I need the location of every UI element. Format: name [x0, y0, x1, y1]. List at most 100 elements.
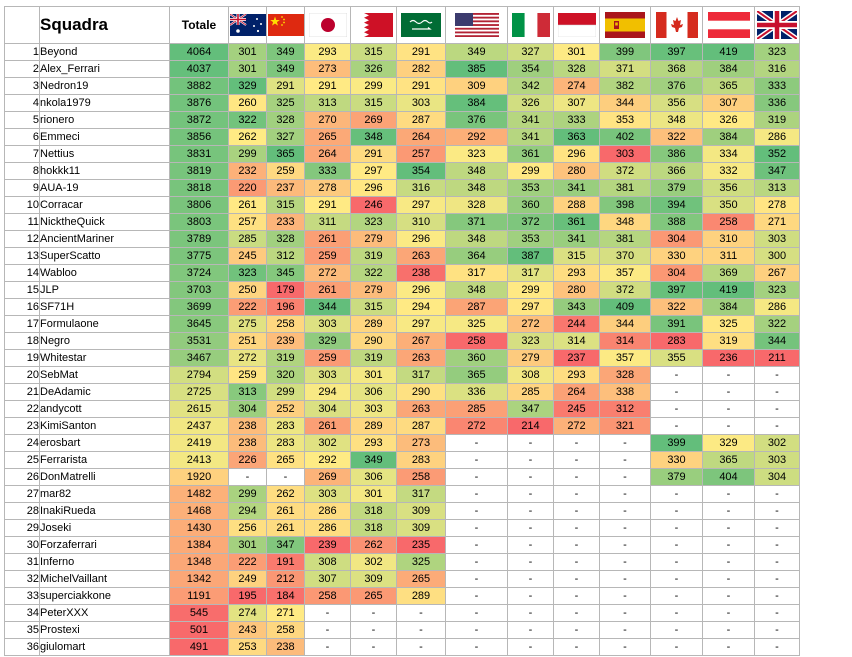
score-cell[interactable]: 306: [350, 383, 397, 401]
score-cell[interactable]: 321: [599, 417, 651, 435]
total-cell[interactable]: 3818: [169, 179, 229, 197]
score-cell[interactable]: 235: [396, 536, 446, 554]
score-cell[interactable]: 222: [228, 553, 267, 571]
score-cell[interactable]: 265: [350, 587, 397, 605]
score-cell[interactable]: 349: [266, 43, 305, 61]
team-name-cell[interactable]: Forzaferrari: [39, 536, 170, 554]
score-cell[interactable]: 262: [350, 536, 397, 554]
score-cell[interactable]: 293: [553, 264, 600, 282]
total-cell[interactable]: 3467: [169, 349, 229, 367]
score-cell[interactable]: -: [553, 519, 600, 537]
score-cell[interactable]: 289: [350, 417, 397, 435]
score-cell[interactable]: 311: [304, 213, 351, 231]
score-cell[interactable]: 386: [650, 145, 703, 163]
row-index-cell[interactable]: 24: [4, 434, 40, 452]
score-cell[interactable]: 322: [754, 315, 800, 333]
score-cell[interactable]: 299: [228, 145, 267, 163]
score-cell[interactable]: 322: [350, 264, 397, 282]
score-cell[interactable]: 291: [350, 145, 397, 163]
score-cell[interactable]: 297: [350, 162, 397, 180]
team-name-cell[interactable]: Prostexi: [39, 621, 170, 639]
total-cell[interactable]: 3789: [169, 230, 229, 248]
score-cell[interactable]: 371: [445, 213, 508, 231]
score-cell[interactable]: 258: [304, 587, 351, 605]
score-cell[interactable]: 270: [304, 111, 351, 129]
score-cell[interactable]: 280: [553, 162, 600, 180]
score-cell[interactable]: 264: [304, 145, 351, 163]
row-index-cell[interactable]: 5: [4, 111, 40, 129]
score-cell[interactable]: 273: [304, 60, 351, 78]
row-index-cell[interactable]: 36: [4, 638, 40, 656]
score-cell[interactable]: 291: [396, 43, 446, 61]
score-cell[interactable]: -: [754, 383, 800, 401]
score-cell[interactable]: 365: [702, 77, 755, 95]
score-cell[interactable]: 271: [266, 604, 305, 622]
score-cell[interactable]: 301: [350, 366, 397, 384]
score-cell[interactable]: 317: [445, 264, 508, 282]
score-cell[interactable]: 334: [702, 145, 755, 163]
score-cell[interactable]: 316: [396, 179, 446, 197]
score-cell[interactable]: -: [445, 621, 508, 639]
score-cell[interactable]: 311: [702, 247, 755, 265]
score-cell[interactable]: 269: [304, 468, 351, 486]
score-cell[interactable]: 293: [350, 434, 397, 452]
score-cell[interactable]: -: [754, 621, 800, 639]
score-cell[interactable]: 382: [599, 77, 651, 95]
score-cell[interactable]: 387: [507, 247, 554, 265]
total-cell[interactable]: 2437: [169, 417, 229, 435]
score-cell[interactable]: 365: [445, 366, 508, 384]
score-cell[interactable]: -: [396, 621, 446, 639]
score-cell[interactable]: 318: [350, 519, 397, 537]
score-cell[interactable]: -: [553, 553, 600, 571]
score-cell[interactable]: -: [507, 519, 554, 537]
score-cell[interactable]: 272: [228, 349, 267, 367]
race-column-header[interactable]: [754, 6, 800, 44]
score-cell[interactable]: -: [650, 400, 703, 418]
score-cell[interactable]: 261: [266, 519, 305, 537]
score-cell[interactable]: 397: [650, 43, 703, 61]
score-cell[interactable]: 333: [553, 111, 600, 129]
score-cell[interactable]: 272: [304, 264, 351, 282]
score-cell[interactable]: 397: [650, 281, 703, 299]
row-index-cell[interactable]: 1: [4, 43, 40, 61]
row-index-cell[interactable]: 15: [4, 281, 40, 299]
team-name-cell[interactable]: Formulaone: [39, 315, 170, 333]
score-cell[interactable]: 287: [396, 417, 446, 435]
score-cell[interactable]: 376: [445, 111, 508, 129]
score-cell[interactable]: 302: [754, 434, 800, 452]
team-name-cell[interactable]: Inferno: [39, 553, 170, 571]
score-cell[interactable]: -: [754, 587, 800, 605]
score-cell[interactable]: 289: [350, 315, 397, 333]
score-cell[interactable]: -: [702, 366, 755, 384]
total-cell[interactable]: 501: [169, 621, 229, 639]
score-cell[interactable]: 328: [266, 111, 305, 129]
score-cell[interactable]: 315: [350, 94, 397, 112]
row-index-cell[interactable]: 31: [4, 553, 40, 571]
score-cell[interactable]: 349: [445, 43, 508, 61]
score-cell[interactable]: 347: [754, 162, 800, 180]
score-cell[interactable]: 344: [599, 315, 651, 333]
score-cell[interactable]: 301: [228, 536, 267, 554]
score-cell[interactable]: 319: [350, 247, 397, 265]
score-cell[interactable]: 360: [507, 196, 554, 214]
team-name-cell[interactable]: Joseki: [39, 519, 170, 537]
total-cell[interactable]: 2413: [169, 451, 229, 469]
total-cell[interactable]: 3882: [169, 77, 229, 95]
score-cell[interactable]: 341: [553, 179, 600, 197]
score-cell[interactable]: 348: [445, 162, 508, 180]
race-column-header[interactable]: [702, 6, 755, 44]
score-cell[interactable]: 372: [507, 213, 554, 231]
score-cell[interactable]: 319: [754, 111, 800, 129]
score-cell[interactable]: 341: [507, 128, 554, 146]
score-cell[interactable]: -: [650, 638, 703, 656]
score-cell[interactable]: 328: [553, 60, 600, 78]
row-index-cell[interactable]: 34: [4, 604, 40, 622]
score-cell[interactable]: 259: [228, 366, 267, 384]
score-cell[interactable]: 250: [228, 281, 267, 299]
team-name-cell[interactable]: Alex_Ferrari: [39, 60, 170, 78]
score-cell[interactable]: 303: [396, 94, 446, 112]
score-cell[interactable]: 272: [553, 417, 600, 435]
total-cell[interactable]: 3645: [169, 315, 229, 333]
score-cell[interactable]: -: [553, 638, 600, 656]
total-cell[interactable]: 3703: [169, 281, 229, 299]
